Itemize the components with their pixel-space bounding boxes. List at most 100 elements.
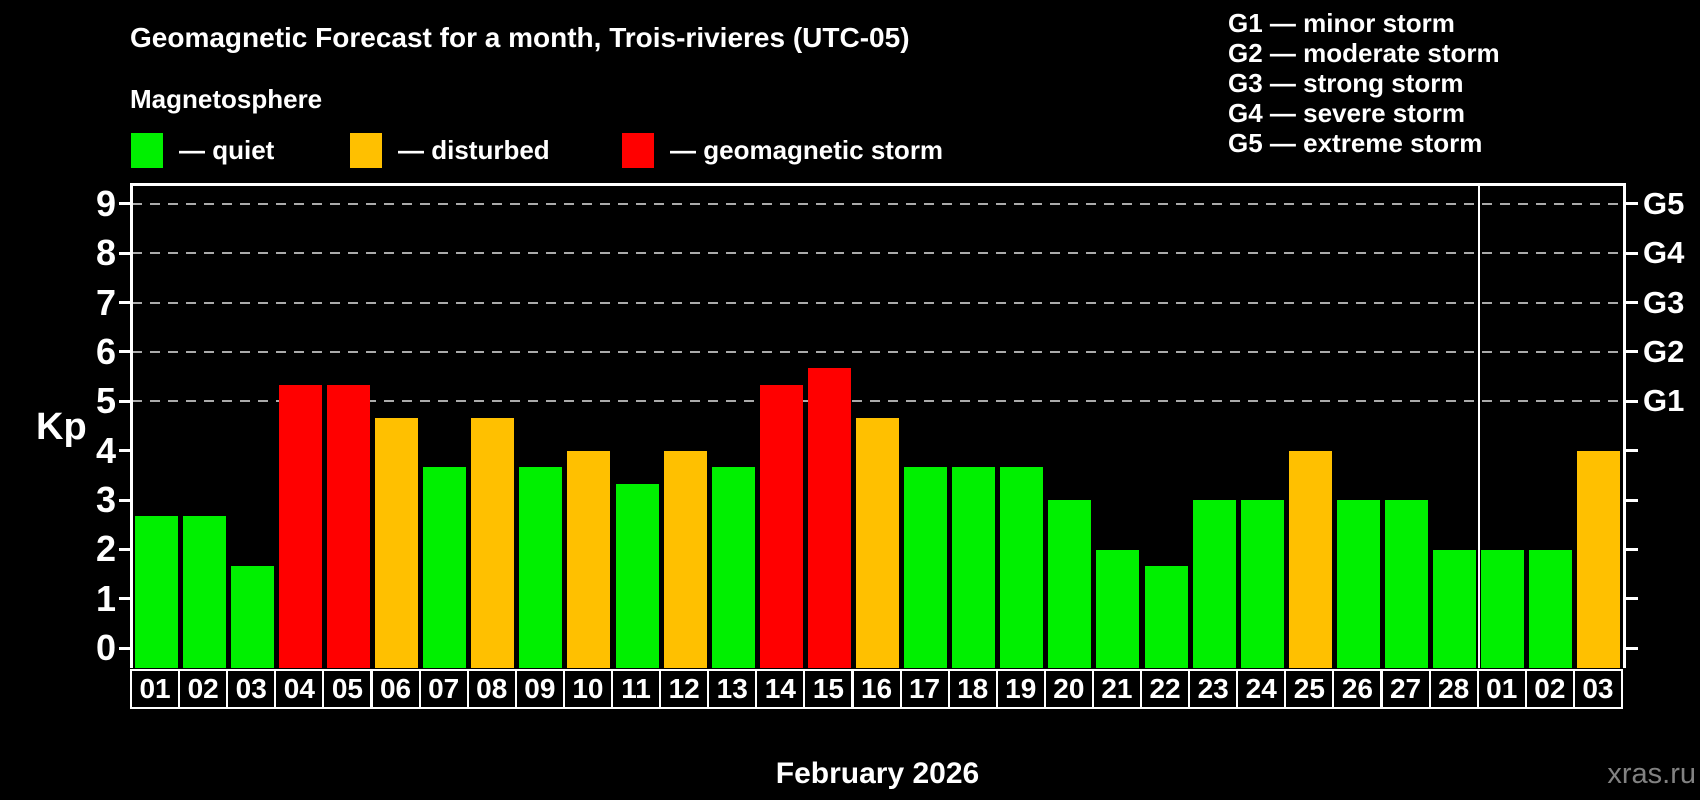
g-legend-line-g1: G1 — minor storm xyxy=(1228,8,1455,38)
right-tick-3 xyxy=(1626,498,1638,502)
gridline-kp8 xyxy=(132,252,1623,255)
x-axis-day-label-31: 03 xyxy=(1572,669,1623,709)
kp-bar-10-day10 xyxy=(567,450,611,668)
x-axis-day-label-26: 26 xyxy=(1332,669,1383,709)
x-axis-day-label-3: 03 xyxy=(226,669,277,709)
x-axis-day-label-17: 17 xyxy=(899,669,950,709)
legend-item-storm: — geomagnetic storm xyxy=(622,132,943,168)
x-axis-day-label-11: 11 xyxy=(611,669,662,709)
g-axis-label-g2: G2 xyxy=(1643,333,1685,369)
kp-bar-3-day03 xyxy=(230,565,274,668)
y-tick-3 xyxy=(119,498,131,502)
kp-bar-11-day11 xyxy=(615,483,659,668)
x-axis-day-label-12: 12 xyxy=(659,669,710,709)
y-tick-label-1: 1 xyxy=(95,577,116,619)
kp-bar-16-day16 xyxy=(856,417,900,668)
quiet-swatch-icon xyxy=(131,132,163,168)
kp-bar-22-day22 xyxy=(1144,565,1188,668)
y-axis-line xyxy=(130,184,133,668)
x-axis-day-label-2: 02 xyxy=(178,669,229,709)
x-axis-day-label-18: 18 xyxy=(947,669,998,709)
y-tick-label-9: 9 xyxy=(95,182,116,224)
right-tick-7 xyxy=(1626,301,1638,305)
right-tick-8 xyxy=(1626,251,1638,255)
kp-bar-15-day15 xyxy=(807,368,851,668)
y-tick-9 xyxy=(119,202,131,206)
y-tick-0 xyxy=(119,646,131,650)
month-label: February 2026 xyxy=(775,757,980,790)
y-tick-7 xyxy=(119,301,131,305)
x-axis-day-label-6: 06 xyxy=(370,669,421,709)
right-tick-2 xyxy=(1626,547,1638,551)
y-tick-4 xyxy=(119,449,131,453)
x-axis-day-label-14: 14 xyxy=(755,669,806,709)
kp-bar-26-day26 xyxy=(1336,500,1380,668)
kp-bar-29-day01 xyxy=(1481,549,1525,668)
disturbed-swatch-icon xyxy=(350,132,382,168)
x-axis-day-label-5: 05 xyxy=(322,669,373,709)
g-legend-line-g3: G3 — strong storm xyxy=(1228,68,1464,98)
right-axis-line xyxy=(1623,184,1626,668)
kp-bar-5-day05 xyxy=(326,385,370,668)
x-axis-day-label-28: 28 xyxy=(1428,669,1479,709)
kp-bar-14-day14 xyxy=(759,385,803,668)
x-axis-day-label-30: 02 xyxy=(1524,669,1575,709)
storm-swatch-icon xyxy=(622,132,654,168)
gridline-kp5 xyxy=(132,400,1623,403)
x-axis-day-label-27: 27 xyxy=(1380,669,1431,709)
x-axis-day-label-15: 15 xyxy=(803,669,854,709)
y-tick-label-3: 3 xyxy=(95,479,116,521)
y-tick-1 xyxy=(119,597,131,601)
month-separator-line xyxy=(1477,184,1480,668)
x-axis-day-label-9: 09 xyxy=(514,669,565,709)
x-axis-day-label-25: 25 xyxy=(1284,669,1335,709)
kp-bar-24-day24 xyxy=(1240,500,1284,668)
kp-axis-label: Kp xyxy=(36,406,87,448)
kp-bar-31-day03 xyxy=(1577,450,1621,668)
g-axis-label-g1: G1 xyxy=(1643,383,1685,419)
g-axis-label-g3: G3 xyxy=(1643,284,1685,320)
right-tick-9 xyxy=(1626,202,1638,206)
right-tick-4 xyxy=(1626,449,1638,453)
y-tick-8 xyxy=(119,251,131,255)
x-axis-day-label-29: 01 xyxy=(1476,669,1527,709)
y-tick-6 xyxy=(119,350,131,354)
kp-bar-9-day09 xyxy=(519,467,563,668)
kp-bar-6-day06 xyxy=(375,417,419,668)
y-tick-label-8: 8 xyxy=(95,232,116,274)
legend-item-quiet: — quiet xyxy=(131,132,274,168)
watermark: xras.ru xyxy=(1607,758,1696,790)
y-tick-label-5: 5 xyxy=(95,380,116,422)
x-axis-day-label-7: 07 xyxy=(418,669,469,709)
gridline-kp6 xyxy=(132,350,1623,353)
g-legend-line-g2: G2 — moderate storm xyxy=(1228,38,1500,68)
x-axis-day-label-10: 10 xyxy=(562,669,613,709)
x-axis-day-label-16: 16 xyxy=(851,669,902,709)
g-axis-label-g4: G4 xyxy=(1643,235,1685,271)
y-tick-label-6: 6 xyxy=(95,330,116,372)
x-axis-day-label-23: 23 xyxy=(1188,669,1239,709)
x-axis-day-label-4: 04 xyxy=(274,669,325,709)
chart-title: Geomagnetic Forecast for a month, Trois-… xyxy=(130,22,910,53)
kp-bar-18-day18 xyxy=(952,467,996,668)
y-tick-label-4: 4 xyxy=(95,429,116,471)
right-tick-1 xyxy=(1626,597,1638,601)
kp-bar-13-day13 xyxy=(711,467,755,668)
x-axis-day-label-1: 01 xyxy=(130,669,181,709)
kp-bar-8-day08 xyxy=(471,417,515,668)
legend-label-disturbed: — disturbed xyxy=(398,134,550,165)
x-axis-day-label-21: 21 xyxy=(1091,669,1142,709)
x-axis-day-label-13: 13 xyxy=(707,669,758,709)
kp-bar-23-day23 xyxy=(1192,500,1236,668)
gridline-kp7 xyxy=(132,301,1623,304)
y-tick-label-2: 2 xyxy=(95,528,116,570)
kp-bar-19-day19 xyxy=(1000,467,1044,668)
kp-bar-4-day04 xyxy=(278,385,322,668)
gridline-kp9 xyxy=(132,202,1623,205)
kp-bar-17-day17 xyxy=(904,467,948,668)
kp-bar-25-day25 xyxy=(1288,450,1332,668)
kp-bar-7-day07 xyxy=(423,467,467,668)
kp-bar-20-day20 xyxy=(1048,500,1092,668)
